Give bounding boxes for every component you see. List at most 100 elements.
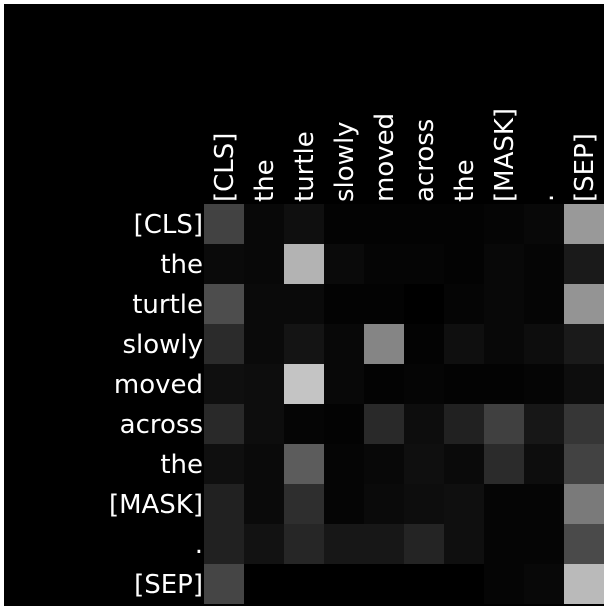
heatmap-cell-r9-c9 xyxy=(564,564,604,604)
heatmap-cell-r1-c4 xyxy=(364,244,404,284)
heatmap-cell-r4-c5 xyxy=(404,364,444,404)
x-tick-label: turtle xyxy=(290,131,320,202)
heatmap-cell-r2-c5 xyxy=(404,284,444,324)
heatmap-cell-r3-c3 xyxy=(324,324,364,364)
heatmap-cell-r5-c2 xyxy=(284,404,324,444)
heatmap-cells xyxy=(204,204,604,604)
heatmap-cell-r6-c1 xyxy=(244,444,284,484)
heatmap-cell-r6-c5 xyxy=(404,444,444,484)
heatmap-cell-r9-c8 xyxy=(524,564,564,604)
x-tick-label: the xyxy=(450,159,480,202)
y-tick-label: the xyxy=(160,450,203,480)
heatmap-cell-r8-c1 xyxy=(244,524,284,564)
y-tick-label: the xyxy=(160,250,203,280)
column-labels: [CLS] the turtle slowly moved across the [MASK]… xyxy=(210,108,600,202)
heatmap-cell-r3-c9 xyxy=(564,324,604,364)
heatmap-cell-r5-c6 xyxy=(444,404,484,444)
heatmap-cell-r7-c5 xyxy=(404,484,444,524)
heatmap-cell-r8-c3 xyxy=(324,524,364,564)
heatmap-cell-r4-c6 xyxy=(444,364,484,404)
heatmap-cell-r6-c0 xyxy=(204,444,244,484)
x-tick-label: [CLS] xyxy=(210,133,240,202)
y-tick-label: slowly xyxy=(122,330,203,360)
row-labels: [CLS] the turtle slowly moved across the [MASK]… xyxy=(109,210,203,600)
heatmap-cell-r5-c0 xyxy=(204,404,244,444)
heatmap-cell-r2-c7 xyxy=(484,284,524,324)
x-tick-label: slowly xyxy=(330,121,360,202)
heatmap-cell-r9-c5 xyxy=(404,564,444,604)
heatmap-cell-r2-c6 xyxy=(444,284,484,324)
heatmap-cell-r0-c4 xyxy=(364,204,404,244)
heatmap-cell-r5-c3 xyxy=(324,404,364,444)
heatmap-cell-r8-c4 xyxy=(364,524,404,564)
heatmap-cell-r8-c9 xyxy=(564,524,604,564)
attention-heatmap-figure: [CLS] the turtle slowly moved across the [MASK]… xyxy=(4,4,604,606)
heatmap-cell-r3-c4 xyxy=(364,324,404,364)
heatmap-cell-r7-c7 xyxy=(484,484,524,524)
heatmap-cell-r8-c5 xyxy=(404,524,444,564)
heatmap-cell-r4-c4 xyxy=(364,364,404,404)
y-tick-label: . xyxy=(195,530,203,560)
x-tick-label: the xyxy=(250,159,280,202)
heatmap-cell-r1-c5 xyxy=(404,244,444,284)
heatmap-cell-r3-c8 xyxy=(524,324,564,364)
y-tick-label: across xyxy=(120,410,203,440)
heatmap-cell-r0-c7 xyxy=(484,204,524,244)
heatmap-cell-r9-c1 xyxy=(244,564,284,604)
heatmap-cell-r0-c3 xyxy=(324,204,364,244)
x-tick-label: [SEP] xyxy=(570,133,600,202)
x-tick-label: moved xyxy=(370,113,400,202)
heatmap-cell-r0-c0 xyxy=(204,204,244,244)
heatmap-cell-r5-c4 xyxy=(364,404,404,444)
heatmap-cell-r3-c2 xyxy=(284,324,324,364)
heatmap-cell-r1-c7 xyxy=(484,244,524,284)
heatmap-cell-r7-c0 xyxy=(204,484,244,524)
heatmap-cell-r4-c7 xyxy=(484,364,524,404)
heatmap-cell-r7-c2 xyxy=(284,484,324,524)
heatmap-cell-r9-c0 xyxy=(204,564,244,604)
heatmap-cell-r9-c2 xyxy=(284,564,324,604)
y-tick-label: turtle xyxy=(132,290,203,320)
heatmap-cell-r3-c6 xyxy=(444,324,484,364)
heatmap-cell-r1-c6 xyxy=(444,244,484,284)
heatmap-cell-r4-c3 xyxy=(324,364,364,404)
heatmap-cell-r0-c8 xyxy=(524,204,564,244)
y-tick-label: moved xyxy=(114,370,203,400)
heatmap-cell-r1-c3 xyxy=(324,244,364,284)
heatmap-cell-r0-c5 xyxy=(404,204,444,244)
heatmap-cell-r7-c4 xyxy=(364,484,404,524)
heatmap-cell-r1-c9 xyxy=(564,244,604,284)
heatmap-cell-r4-c9 xyxy=(564,364,604,404)
heatmap-cell-r6-c8 xyxy=(524,444,564,484)
heatmap-cell-r7-c3 xyxy=(324,484,364,524)
heatmap-cell-r6-c9 xyxy=(564,444,604,484)
heatmap-cell-r3-c7 xyxy=(484,324,524,364)
heatmap-cell-r7-c6 xyxy=(444,484,484,524)
heatmap-cell-r6-c2 xyxy=(284,444,324,484)
heatmap-cell-r3-c5 xyxy=(404,324,444,364)
heatmap-cell-r2-c1 xyxy=(244,284,284,324)
y-tick-label: [MASK] xyxy=(109,490,203,520)
heatmap-cell-r0-c2 xyxy=(284,204,324,244)
heatmap-cell-r4-c8 xyxy=(524,364,564,404)
heatmap-cell-r8-c7 xyxy=(484,524,524,564)
heatmap-cell-r0-c9 xyxy=(564,204,604,244)
heatmap-cell-r7-c9 xyxy=(564,484,604,524)
x-tick-label: across xyxy=(410,119,440,202)
heatmap-cell-r1-c2 xyxy=(284,244,324,284)
heatmap-cell-r9-c3 xyxy=(324,564,364,604)
heatmap-cell-r5-c8 xyxy=(524,404,564,444)
heatmap-cell-r9-c6 xyxy=(444,564,484,604)
heatmap-canvas: [CLS] the turtle slowly moved across the [MASK]… xyxy=(109,108,604,604)
heatmap-cell-r1-c0 xyxy=(204,244,244,284)
heatmap-cell-r3-c1 xyxy=(244,324,284,364)
heatmap-cell-r5-c1 xyxy=(244,404,284,444)
heatmap-cell-r0-c1 xyxy=(244,204,284,244)
heatmap-cell-r9-c4 xyxy=(364,564,404,604)
heatmap-cell-r4-c0 xyxy=(204,364,244,404)
heatmap-cell-r2-c3 xyxy=(324,284,364,324)
heatmap-cell-r2-c4 xyxy=(364,284,404,324)
heatmap-cell-r8-c2 xyxy=(284,524,324,564)
heatmap-cell-r2-c9 xyxy=(564,284,604,324)
heatmap-cell-r2-c0 xyxy=(204,284,244,324)
